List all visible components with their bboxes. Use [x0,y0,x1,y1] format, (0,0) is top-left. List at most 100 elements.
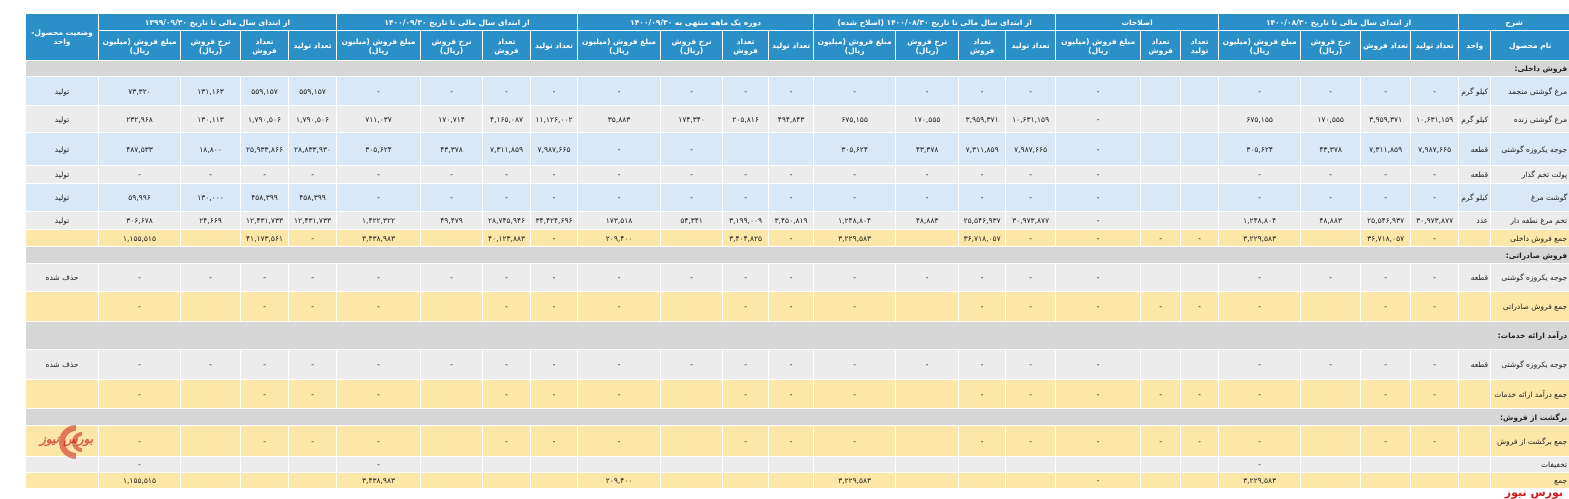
table-cell [1140,76,1182,106]
table-cell [1140,183,1182,212]
table-cell [768,456,815,473]
table-cell: - [1055,229,1142,247]
table-cell [722,456,770,473]
table-cell: تولید [25,211,99,230]
table-cell: - [577,183,662,212]
table-cell: ۴۹۴,۸۴۳ [768,105,815,133]
table-cell: - [240,349,290,380]
table-row: جوجه یکروزه گوشتی قطعه ۷,۹۸۷,۶۶۵ ۷,۳۱۱,۸۵۹ ۴… [25,132,1569,166]
table-cell: - [97,379,182,409]
group-header: از ابتدای سال مالی تا تاریخ ۱۳۹۹/۰۹/۳۰ [97,13,338,31]
table-cell: - [958,425,1007,457]
table-cell [958,472,1007,489]
table-cell: - [1140,291,1182,322]
table-cell: ۴,۱۶۵,۰۸۷ [482,105,532,133]
table-cell: - [722,349,770,380]
table-cell: - [660,76,724,106]
table-cell: ۶۷۵,۱۵۵ [813,105,897,133]
table-cell: - [722,379,770,409]
table-row: جمع فروش داخلی -۳۶,۷۱۸,۰۵۷ ۳,۲۲۹,۵۸۳- - - -۳۶… [25,229,1569,247]
table-cell: ۳۰,۹۷۳,۸۷۷ [1410,211,1460,230]
table-cell: ۳,۴۰۴,۸۲۵ [722,229,770,247]
table-cell: ۱۷۰,۷۱۴ [420,105,484,133]
table-cell: - [336,456,422,473]
table-cell: ۲۸,۸۳۳,۹۳۰ [288,132,338,166]
table-cell: تولید [25,165,99,184]
column-header: تعداد فروش [240,30,290,61]
table-cell: - [660,183,724,212]
table-cell [288,472,338,489]
table-cell: ۱۷۰,۵۵۵ [895,105,960,133]
table-cell [1360,472,1412,489]
table-cell: ۳۶,۷۱۸,۰۵۷ [958,229,1007,247]
group-header: از ابتدای سال مالی تا تاریخ ۱۴۰۰/۰۸/۳۰ [1218,13,1460,31]
table-cell: - [1360,379,1412,409]
section-row: درآمد ارائه خدمات: [24,321,1569,350]
table-cell: - [895,263,960,292]
table-cell: ۳,۹۵۹,۳۷۱ [1360,105,1412,133]
table-cell: - [1360,425,1412,457]
table-cell [660,379,724,409]
table-cell: ۱۳۱,۱۶۳ [180,76,242,106]
table-cell: قطعه [1458,263,1492,292]
table-cell: قطعه [1458,132,1492,166]
column-header: مبلغ فروش (میلیون ریال) [1055,30,1142,61]
section-row: فروش صادراتی: [24,246,1569,264]
table-cell: - [722,425,770,457]
table-cell: ۷,۹۸۷,۶۶۵ [1410,132,1460,166]
table-cell: - [958,76,1007,106]
column-header: تعداد فروش [1140,30,1182,61]
table-cell [1300,291,1362,322]
table-cell: عدد [1458,211,1492,230]
table-cell: - [895,183,960,212]
table-cell: ۱۰,۶۳۱,۱۵۹ [1410,105,1460,133]
table-cell: - [1218,263,1302,292]
table-cell [1180,105,1220,133]
table-cell: ۳,۴۳۸,۹۸۳ [336,472,422,489]
table-cell: کیلو گرم [1458,76,1492,106]
table-cell: - [768,425,815,457]
table-cell: - [577,132,662,166]
table-cell: - [1218,76,1302,106]
table-cell: - [1300,165,1362,184]
table-cell: - [577,76,662,106]
table-cell: - [813,349,897,380]
table-cell: - [336,425,422,457]
table-cell: تولید [25,105,99,133]
table-cell [1055,456,1142,473]
section-row: برگشت از فروش: [24,408,1569,426]
table-cell [895,456,960,473]
table-cell: - [1410,349,1460,380]
table-cell: - [180,165,242,184]
table-cell: - [660,165,724,184]
table-cell: - [482,263,532,292]
table-cell: ۳۰,۹۷۳,۸۷۷ [1005,211,1057,230]
table-cell: ۲۰۵,۸۱۶ [722,105,770,133]
column-header: تعداد تولید [288,30,338,61]
table-cell [660,472,724,489]
table-cell: - [958,165,1007,184]
table-cell: - [1055,105,1142,133]
table-cell: - [482,379,532,409]
table-cell [240,456,290,473]
table-cell: مرغ گوشتی زنده [1490,105,1569,133]
table-cell: - [768,229,815,247]
table-cell [1458,425,1492,457]
table-cell [180,456,242,473]
section-title: درآمد ارائه خدمات: [24,321,1569,350]
table-cell: ۲۵,۵۴۶,۹۳۷ [1360,211,1412,230]
table-cell: - [530,291,579,322]
table-cell [530,472,579,489]
table-cell [768,132,815,166]
column-header: مبلغ فروش (میلیون ریال) [97,30,182,61]
table-cell [1458,472,1492,489]
table-cell: - [1055,379,1142,409]
table-cell: ۳۴,۴۲۴,۶۹۶ [530,211,579,230]
table-cell [660,229,724,247]
table-cell: کیلو گرم [1458,183,1492,212]
table-cell: - [1218,291,1302,322]
table-cell: ۱,۱۵۵,۵۱۵ [97,229,182,247]
table-cell [813,456,897,473]
table-cell: - [1005,349,1057,380]
